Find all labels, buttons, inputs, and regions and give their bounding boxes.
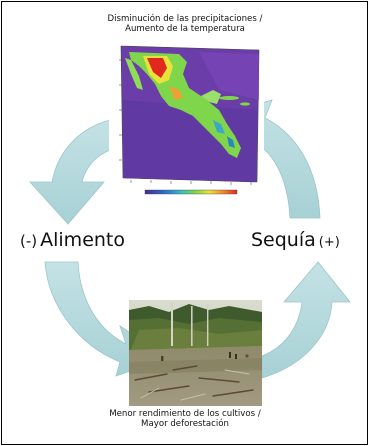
deforested-land-photo-icon: [129, 300, 262, 406]
drought-text: Sequía: [251, 229, 316, 251]
top-caption-line-1: Disminución de las precipitaciones /: [107, 14, 263, 24]
arrow-bottom-right: [261, 261, 351, 379]
drought-label: Sequía (+): [251, 229, 340, 251]
central-america-climate-map-icon: [109, 40, 264, 200]
top-caption-line-2: Aumento de la temperatura: [125, 24, 245, 34]
food-text: Alimento: [40, 229, 125, 251]
drought-sign: (+): [318, 235, 340, 250]
bottom-caption-line-1: Menor rendimiento de los cultivos /: [109, 409, 261, 419]
food-sign: (-): [20, 232, 38, 250]
bottom-caption: Menor rendimiento de los cultivos / Mayo…: [60, 409, 310, 429]
bottom-caption-line-2: Mayor deforestación: [141, 419, 229, 429]
food-label: (-) Alimento: [20, 229, 125, 251]
arrow-top-left: [29, 119, 111, 225]
top-caption: Disminución de las precipitaciones / Aum…: [60, 14, 310, 34]
